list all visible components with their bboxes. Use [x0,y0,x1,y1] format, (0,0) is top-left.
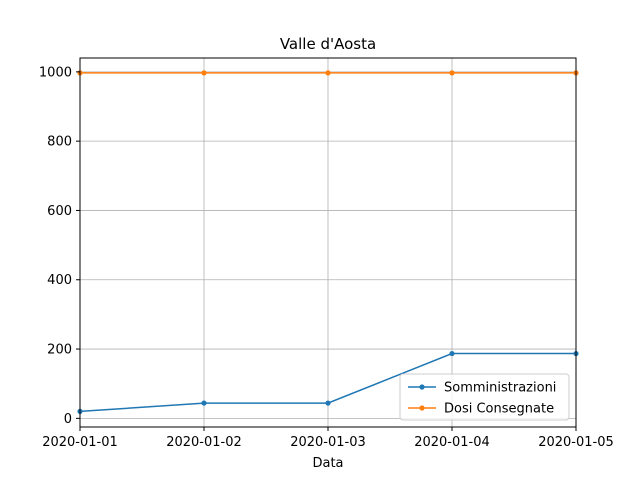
legend-marker [419,384,425,390]
x-tick-label: 2020-01-04 [414,435,490,450]
x-tick-label: 2020-01-05 [538,435,614,450]
chart-title: Valle d'Aosta [280,35,376,53]
y-tick-label: 400 [47,273,72,288]
grid [79,58,577,427]
legend: Somministrazioni Dosi Consegnate [399,373,570,421]
legend-label: Somministrazioni [444,381,556,396]
legend-box [399,373,570,421]
data-point-dosi-consegnate [201,70,207,76]
data-point-dosi-consegnate [449,70,455,76]
x-tick-label: 2020-01-03 [290,435,366,450]
series-layer [77,70,579,415]
legend-label: Dosi Consegnate [444,402,554,417]
y-tick-label: 200 [47,343,72,358]
data-point-dosi-consegnate [325,70,331,76]
data-point-somministrazioni [201,400,207,406]
y-tick-label: 800 [47,135,72,150]
y-tick-label: 1000 [39,65,72,80]
x-tick-label: 2020-01-02 [166,435,242,450]
x-axis: 2020-01-01 2020-01-02 2020-01-03 2020-01-04… [42,427,614,450]
legend-marker [419,405,425,411]
x-tick-label: 2020-01-01 [42,435,118,450]
x-axis-label: Data [312,456,343,471]
y-axis: 0 200 400 600 800 1000 [39,65,80,427]
data-point-somministrazioni [449,350,455,357]
y-tick-label: 0 [64,412,72,427]
y-tick-label: 600 [47,204,72,219]
data-point-somministrazioni [325,400,331,406]
